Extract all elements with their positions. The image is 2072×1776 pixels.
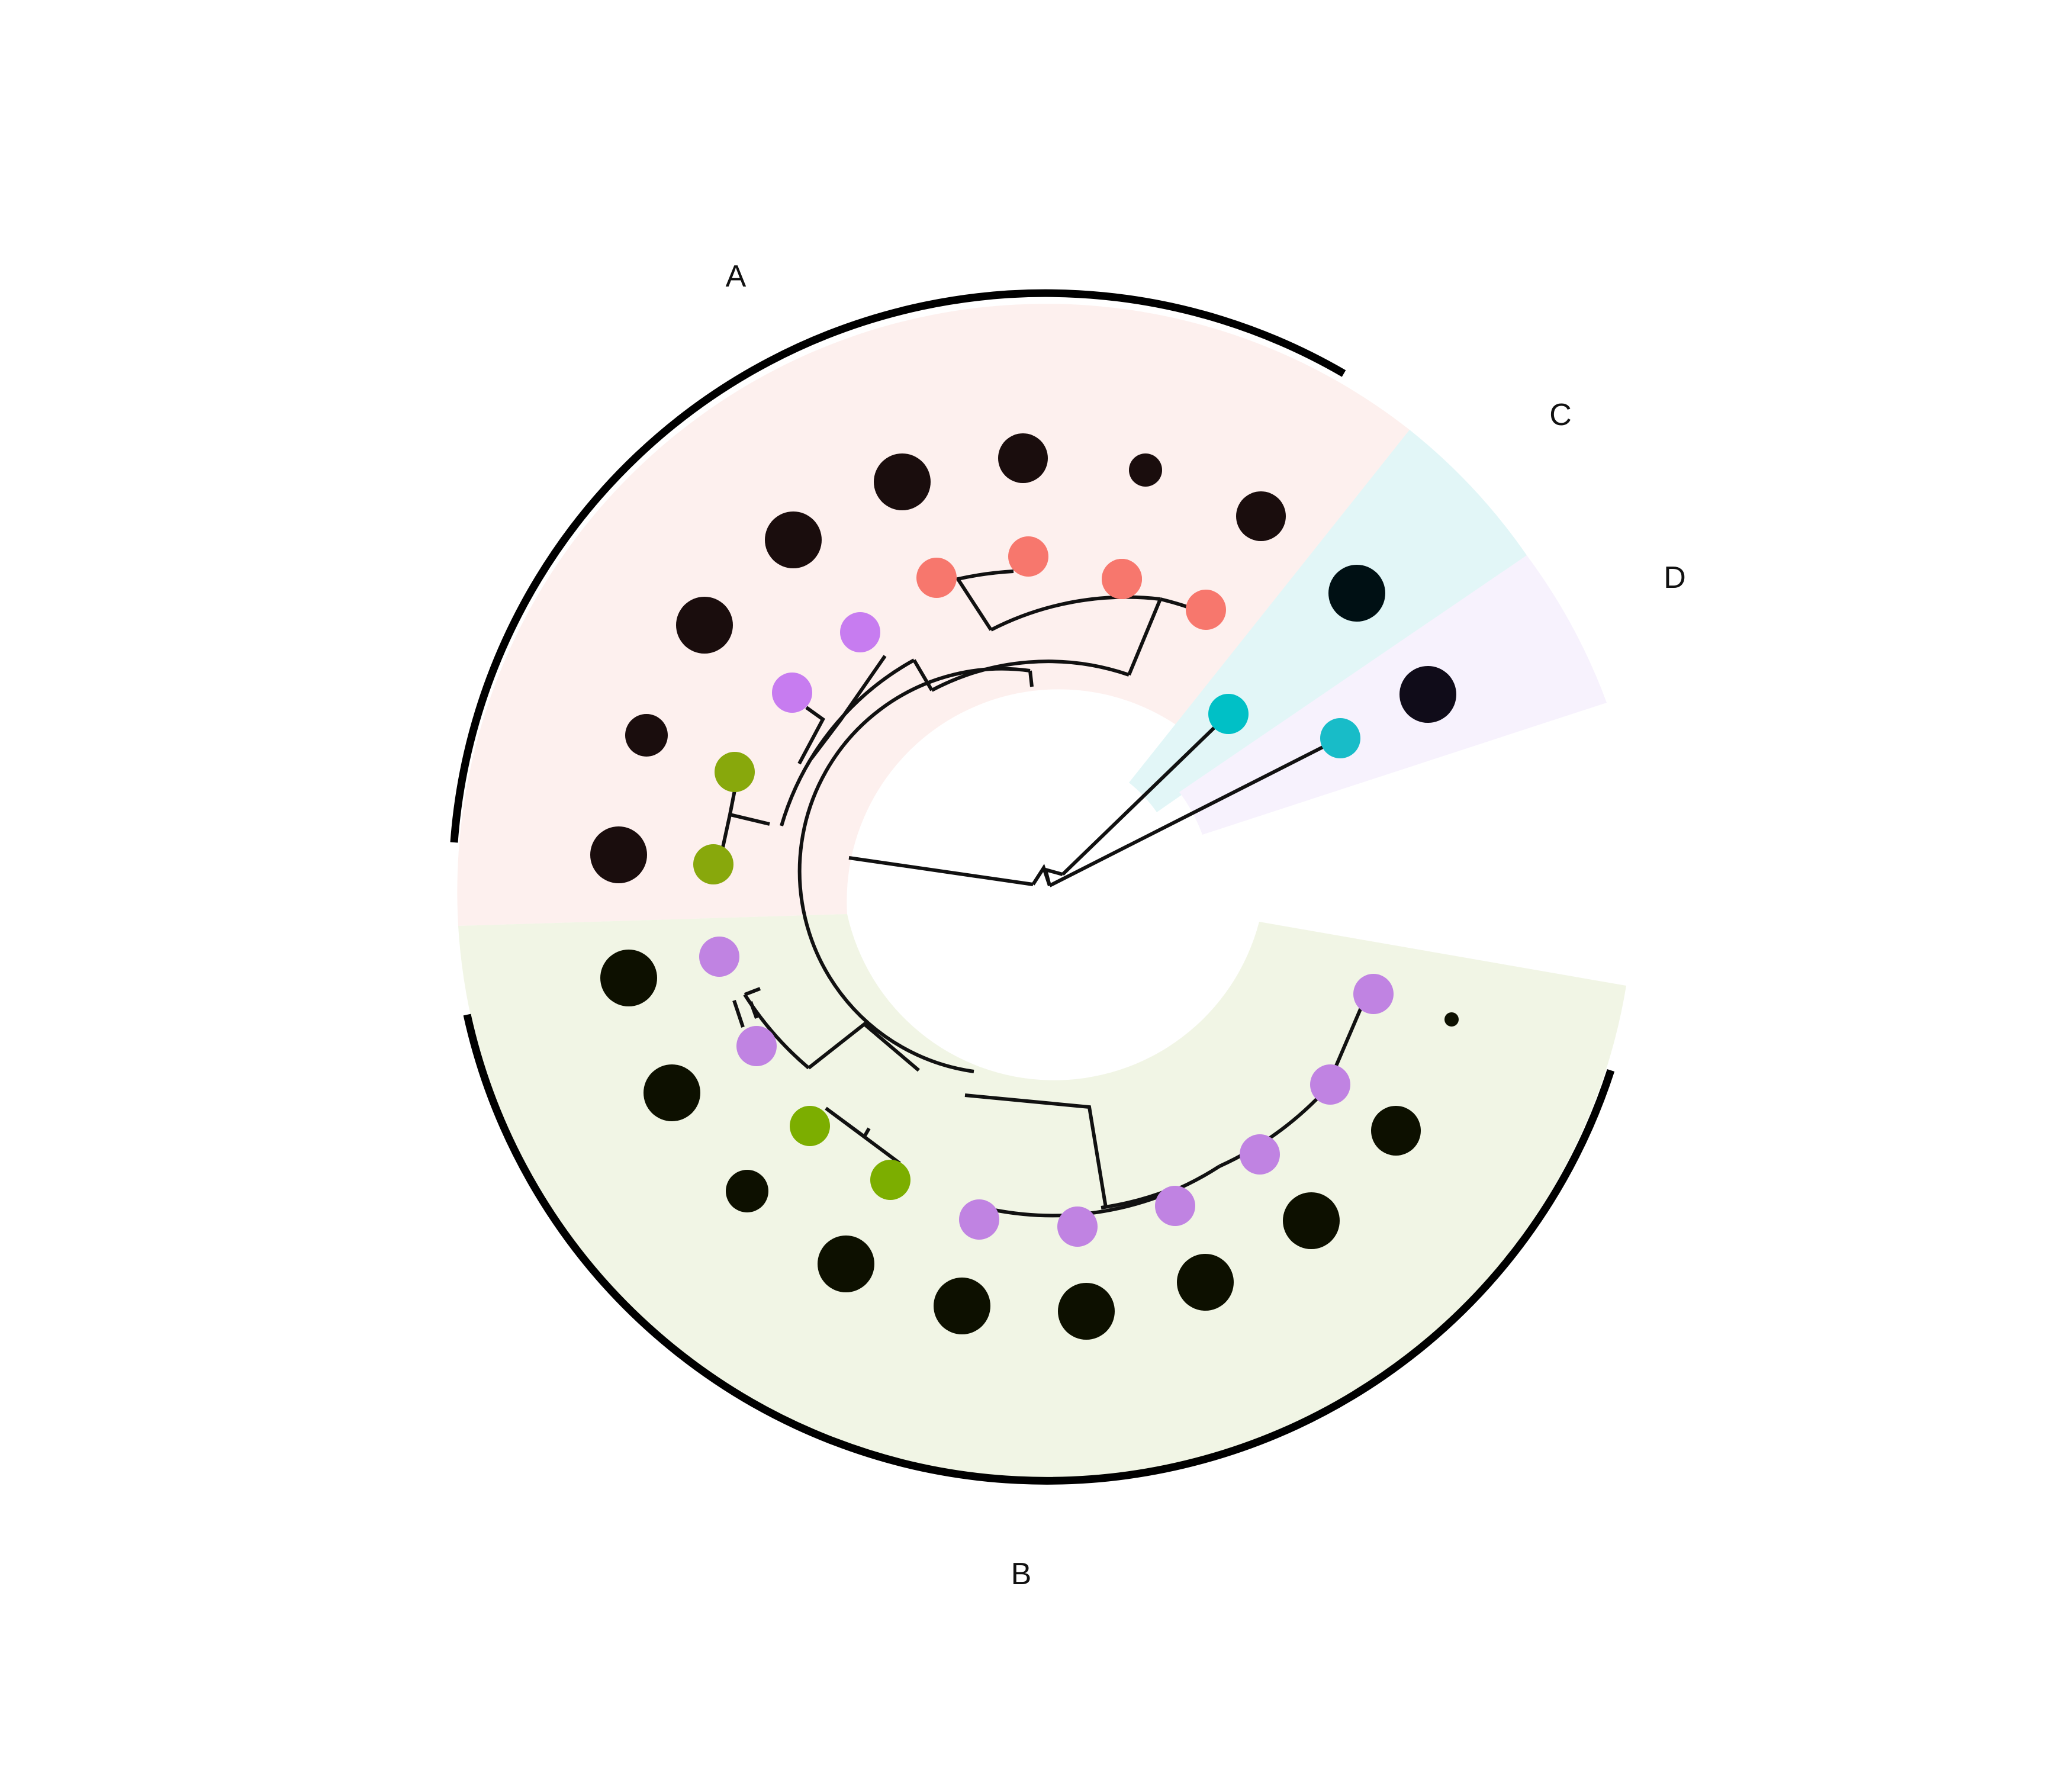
clade-background-a bbox=[457, 304, 1410, 926]
branch-a-red-arc bbox=[990, 595, 1161, 632]
tip-point-b-17 bbox=[1240, 1134, 1280, 1175]
size-point-a-3 bbox=[765, 511, 822, 568]
tip-point-a-1 bbox=[693, 844, 733, 884]
tip-point-a-extra bbox=[1102, 559, 1142, 599]
size-point-b-12 bbox=[726, 1170, 768, 1212]
tree-branches bbox=[719, 570, 1363, 1218]
branch-root-cd bbox=[1043, 867, 1063, 886]
branch-a-violet bbox=[797, 655, 887, 765]
size-point-b-19 bbox=[1444, 1012, 1459, 1027]
tip-point-c-8 bbox=[1208, 694, 1249, 734]
branch-ab-arc bbox=[797, 667, 1031, 1073]
tip-point-a-7 bbox=[1186, 590, 1226, 630]
size-point-b-16 bbox=[1177, 1254, 1234, 1311]
size-point-a-4 bbox=[874, 453, 931, 510]
branch-b-purple-left bbox=[732, 987, 761, 1028]
branch-a-left-stem bbox=[912, 659, 934, 691]
branch-b-green bbox=[825, 1106, 901, 1165]
tip-point-a-2 bbox=[840, 612, 880, 652]
size-point-a-5 bbox=[998, 433, 1048, 483]
branch-b-right-stem bbox=[964, 1093, 1108, 1208]
size-point-d-9 bbox=[1399, 666, 1456, 723]
branch-b-left-stem bbox=[807, 1022, 920, 1072]
tip-point-a-5 bbox=[1008, 536, 1048, 577]
clade-bars bbox=[450, 289, 1615, 1485]
tip-point-b-12 bbox=[790, 1106, 830, 1146]
tip-point-a-4 bbox=[916, 558, 957, 598]
tip-point-b-16 bbox=[1155, 1186, 1195, 1226]
tip-point-b-13 bbox=[870, 1160, 910, 1200]
tip-point-b-19 bbox=[1353, 974, 1394, 1014]
branch-root-ab bbox=[848, 856, 1034, 886]
size-point-b-14 bbox=[934, 1278, 990, 1334]
size-points bbox=[590, 433, 1459, 1340]
size-point-a-0 bbox=[590, 826, 647, 883]
tip-point-b-14 bbox=[959, 1199, 999, 1240]
tip-point-a-3 bbox=[772, 673, 812, 713]
branch-c-tip bbox=[1061, 714, 1228, 876]
branch-a-red-left bbox=[955, 570, 1014, 631]
clade-bar-b bbox=[463, 1014, 1615, 1485]
clade-label-b: B bbox=[1011, 1557, 1032, 1591]
clade-label-c: C bbox=[1549, 398, 1572, 432]
clade-bar-a bbox=[450, 289, 1346, 843]
size-point-b-11 bbox=[644, 1064, 700, 1121]
branch-d-tip bbox=[1048, 737, 1340, 887]
tip-point-a-0 bbox=[715, 752, 755, 792]
size-point-b-17 bbox=[1283, 1192, 1340, 1249]
size-point-a-1 bbox=[625, 714, 668, 757]
size-point-a-2 bbox=[676, 597, 733, 654]
branch-b-right-arc bbox=[994, 1164, 1221, 1218]
clade-backgrounds bbox=[457, 304, 1626, 1479]
tip-point-d-9 bbox=[1320, 718, 1360, 758]
size-point-a-7 bbox=[1236, 491, 1286, 541]
tip-point-b-15 bbox=[1057, 1206, 1098, 1247]
clade-label-a: A bbox=[726, 259, 747, 294]
tip-point-b-10 bbox=[699, 937, 739, 977]
size-point-b-10 bbox=[600, 950, 657, 1006]
size-point-b-13 bbox=[818, 1236, 874, 1292]
tip-point-b-11 bbox=[736, 1026, 777, 1066]
size-point-b-15 bbox=[1058, 1283, 1115, 1340]
tip-points bbox=[693, 536, 1394, 1247]
branch-a-stem bbox=[1028, 670, 1034, 687]
clade-label-d: D bbox=[1664, 561, 1686, 595]
size-point-c-8 bbox=[1328, 565, 1385, 622]
size-point-a-6 bbox=[1129, 453, 1162, 487]
branch-a-red-stem bbox=[1127, 598, 1162, 676]
size-point-b-18 bbox=[1371, 1106, 1421, 1156]
branch-a-arc bbox=[931, 659, 1130, 692]
tip-point-b-18 bbox=[1310, 1064, 1350, 1105]
